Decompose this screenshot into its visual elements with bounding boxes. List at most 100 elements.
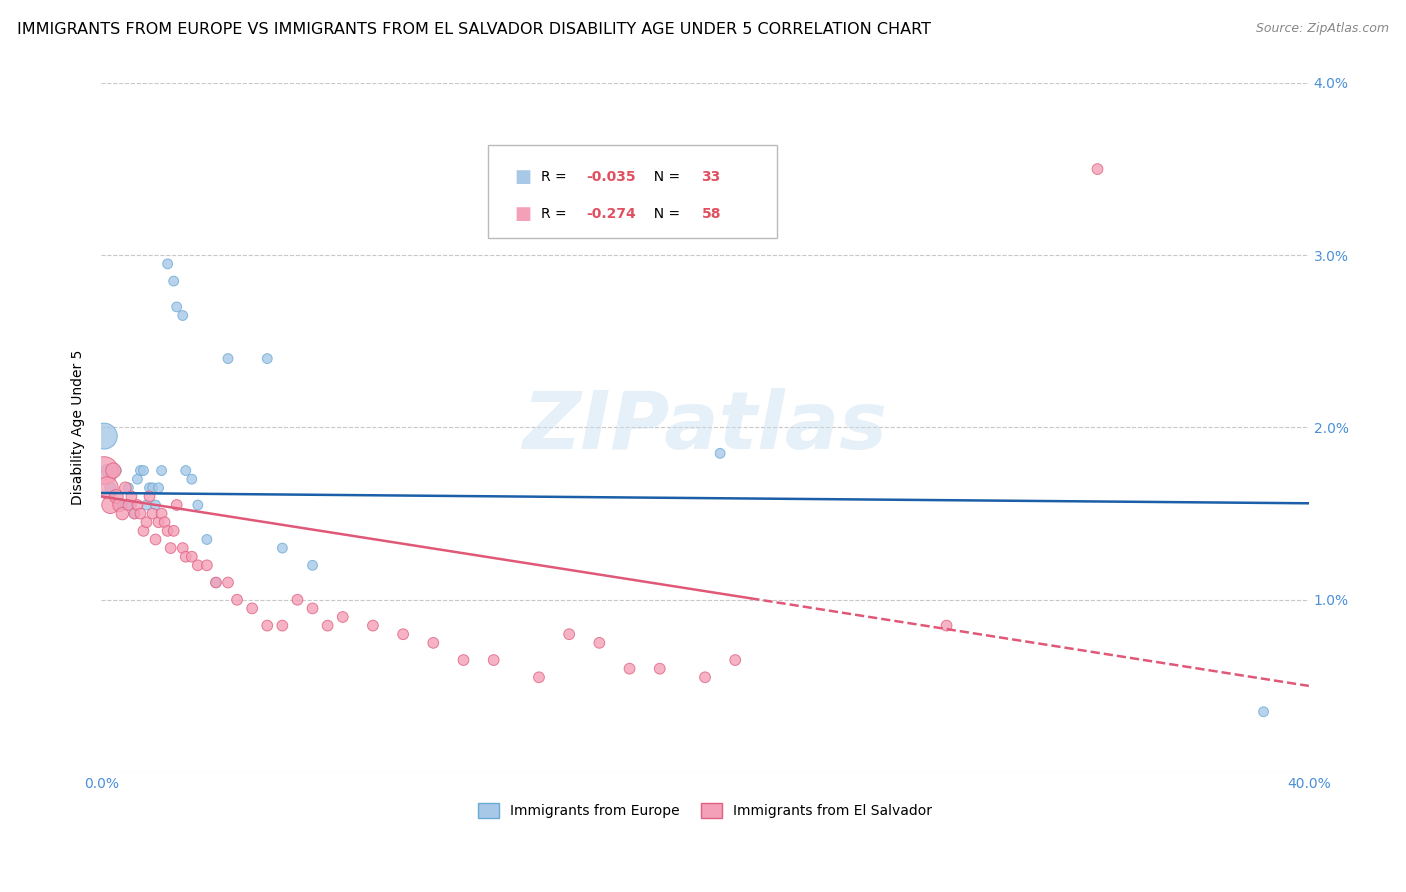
Text: ZIPatlas: ZIPatlas (523, 389, 887, 467)
Point (132, 524, 155, 538)
Point (135, 515, 157, 529)
Point (316, 618, 339, 632)
Point (226, 592, 249, 607)
Point (159, 541, 181, 555)
Point (174, 464, 197, 478)
Point (135, 498, 157, 512)
Point (127, 472, 149, 486)
Point (132, 464, 155, 478)
Point (166, 300, 188, 314)
Legend: Immigrants from Europe, Immigrants from El Salvador: Immigrants from Europe, Immigrants from … (472, 797, 938, 823)
Text: R =: R = (541, 170, 571, 185)
Text: N =: N = (644, 207, 685, 220)
Point (392, 627, 415, 641)
Text: 33: 33 (702, 170, 721, 185)
Point (96, 481, 118, 495)
Point (148, 481, 170, 495)
Point (98, 498, 121, 512)
Point (129, 464, 152, 478)
Point (482, 653, 505, 667)
Point (156, 524, 179, 538)
Point (145, 498, 167, 512)
Point (180, 549, 202, 564)
Point (361, 618, 384, 632)
Point (117, 481, 139, 495)
Point (108, 498, 131, 512)
Point (648, 662, 671, 676)
Point (148, 515, 170, 529)
Point (105, 464, 128, 478)
Point (120, 498, 142, 512)
Point (271, 541, 294, 555)
Point (527, 670, 550, 684)
Point (1087, 162, 1109, 177)
Point (693, 670, 716, 684)
Point (96, 464, 118, 478)
Point (1253, 705, 1275, 719)
Text: R =: R = (541, 207, 571, 220)
Point (156, 257, 179, 271)
Text: -0.035: -0.035 (586, 170, 637, 185)
Point (588, 636, 610, 650)
FancyBboxPatch shape (488, 145, 778, 238)
Point (453, 653, 475, 667)
Point (301, 601, 323, 615)
Point (180, 472, 202, 486)
Point (117, 498, 139, 512)
Point (138, 490, 160, 504)
Point (217, 351, 239, 366)
Text: 58: 58 (702, 207, 721, 220)
Point (114, 481, 136, 495)
Point (240, 601, 263, 615)
Point (93, 464, 115, 478)
Text: ■: ■ (515, 204, 531, 223)
Point (301, 558, 323, 573)
Text: ■: ■ (515, 169, 531, 186)
Point (120, 490, 142, 504)
Point (332, 610, 354, 624)
Point (195, 558, 218, 573)
Point (271, 618, 294, 632)
Point (98, 481, 121, 495)
Point (166, 498, 188, 512)
Point (256, 351, 278, 366)
Point (145, 533, 167, 547)
Point (256, 618, 278, 632)
Point (217, 575, 239, 590)
Point (163, 274, 186, 288)
Point (150, 507, 173, 521)
Point (935, 618, 957, 632)
Point (558, 627, 581, 641)
Point (172, 309, 194, 323)
Point (287, 592, 309, 607)
Text: Source: ZipAtlas.com: Source: ZipAtlas.com (1256, 22, 1389, 36)
Text: -0.274: -0.274 (586, 207, 637, 220)
Text: N =: N = (644, 170, 685, 185)
Point (129, 507, 152, 521)
Point (141, 481, 163, 495)
Point (174, 549, 197, 564)
Point (205, 575, 228, 590)
Point (111, 507, 134, 521)
Point (141, 507, 163, 521)
Point (422, 636, 444, 650)
Point (187, 558, 209, 573)
Point (114, 498, 136, 512)
Point (138, 481, 160, 495)
Point (153, 515, 176, 529)
Point (205, 575, 228, 590)
Point (187, 498, 209, 512)
Point (108, 498, 131, 512)
Point (127, 498, 149, 512)
Text: IMMIGRANTS FROM EUROPE VS IMMIGRANTS FROM EL SALVADOR DISABILITY AGE UNDER 5 COR: IMMIGRANTS FROM EUROPE VS IMMIGRANTS FRO… (17, 22, 931, 37)
Point (103, 464, 125, 478)
Point (93, 429, 115, 443)
Point (172, 541, 194, 555)
Point (150, 464, 173, 478)
Point (163, 524, 186, 538)
Point (709, 446, 731, 460)
Point (724, 653, 747, 667)
Y-axis label: Disability Age Under 5: Disability Age Under 5 (72, 350, 86, 505)
Point (124, 507, 146, 521)
Point (105, 490, 128, 504)
